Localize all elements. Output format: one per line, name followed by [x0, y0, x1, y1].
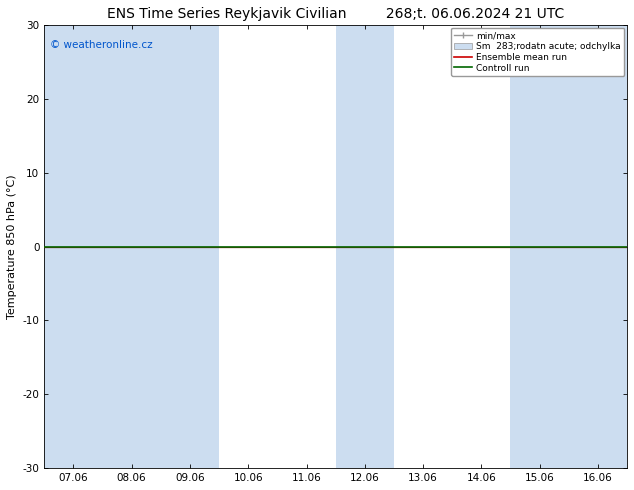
- Bar: [44, 25, 103, 468]
- Bar: [161, 25, 219, 468]
- Bar: [510, 25, 569, 468]
- Legend: min/max, Sm  283;rodatn acute; odchylka, Ensemble mean run, Controll run: min/max, Sm 283;rodatn acute; odchylka, …: [451, 27, 624, 76]
- Title: ENS Time Series Reykjavik Civilian         268;t. 06.06.2024 21 UTC: ENS Time Series Reykjavik Civilian 268;t…: [107, 7, 564, 21]
- Text: © weatheronline.cz: © weatheronline.cz: [50, 40, 153, 50]
- Y-axis label: Temperature 850 hPa (°C): Temperature 850 hPa (°C): [7, 174, 17, 319]
- Bar: [103, 25, 161, 468]
- Bar: [569, 25, 627, 468]
- Bar: [335, 25, 394, 468]
